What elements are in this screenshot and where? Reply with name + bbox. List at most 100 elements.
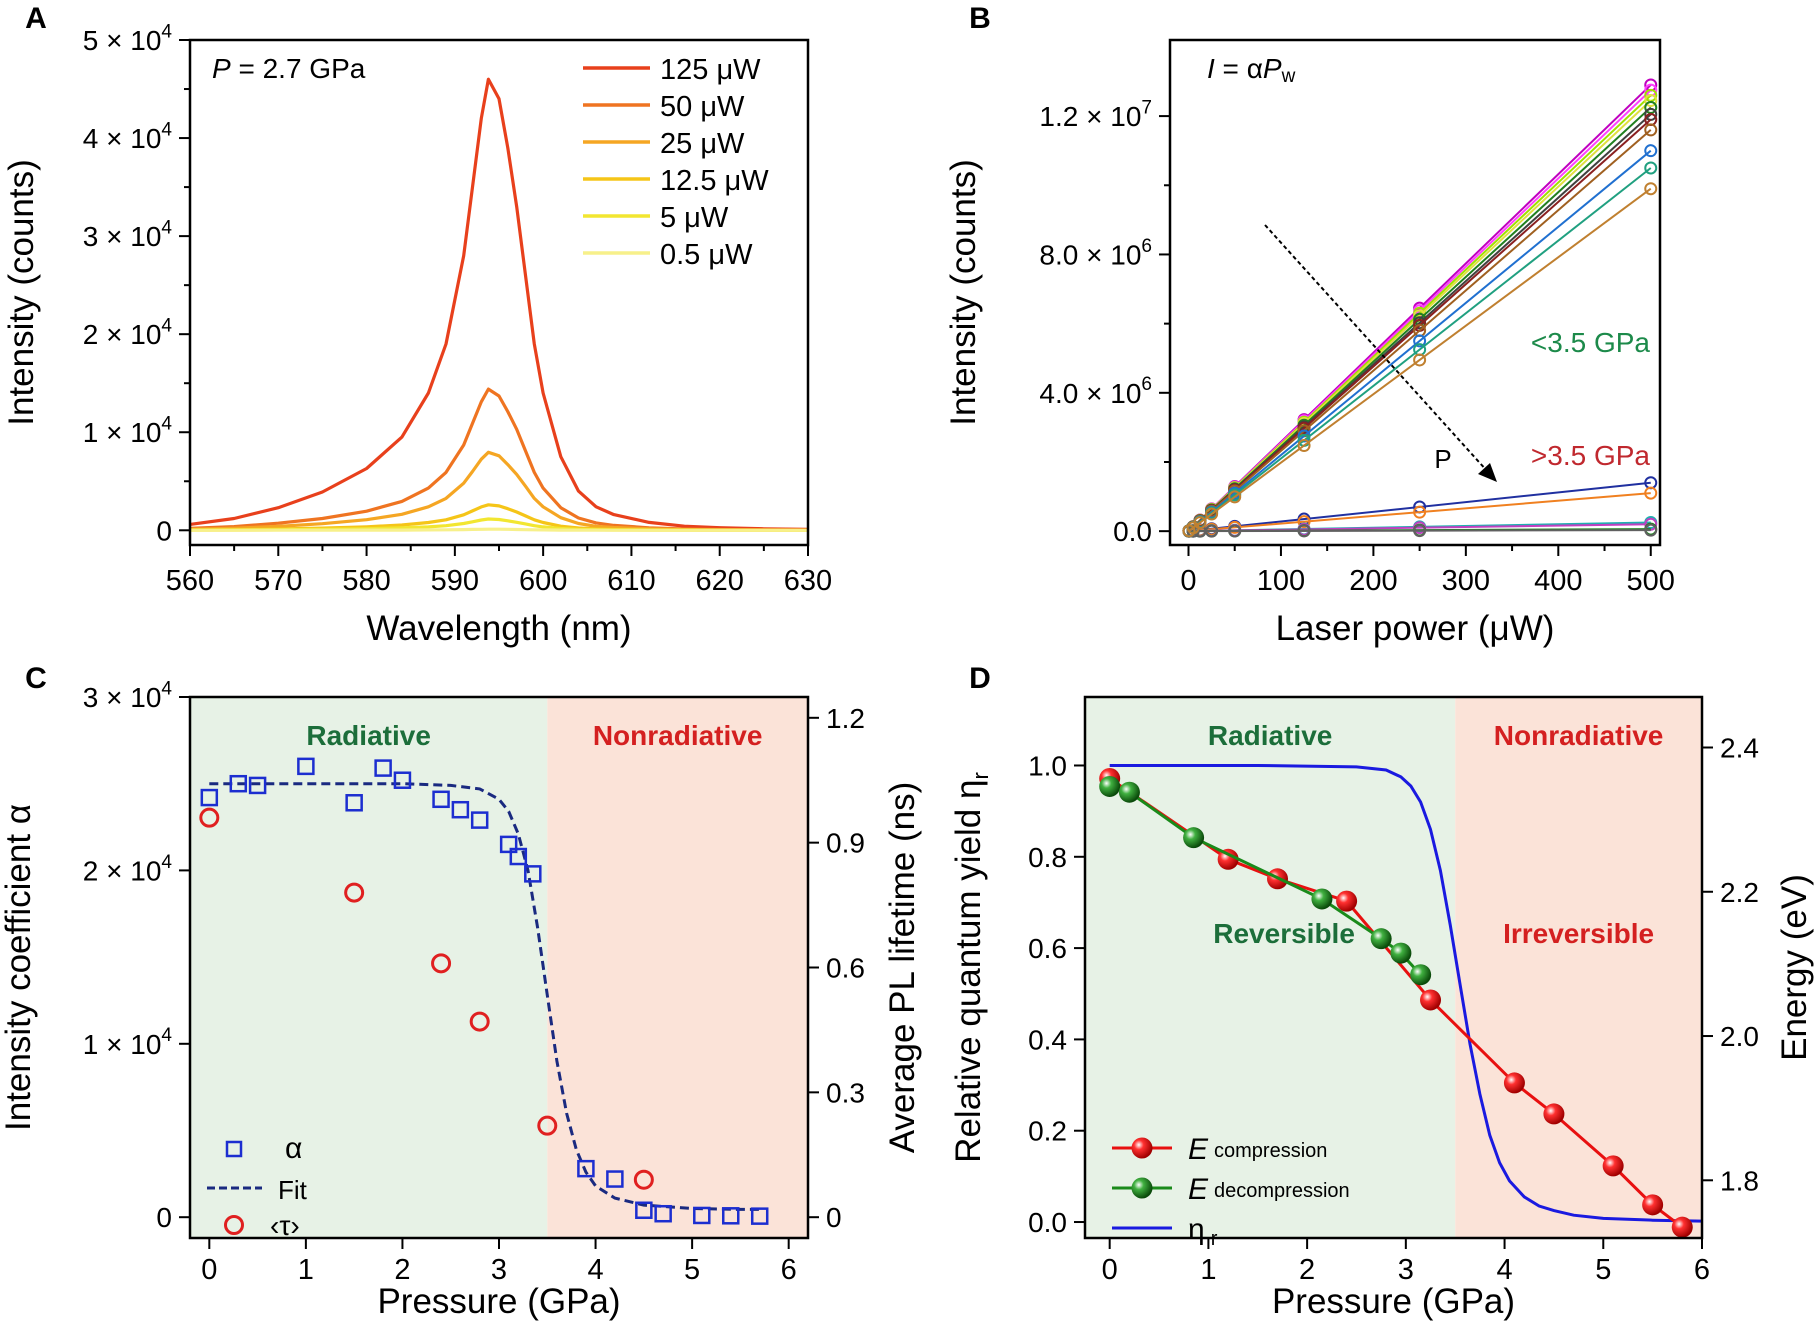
y-tick-label: 0.0 (1028, 1207, 1067, 1238)
x-tick-label: 560 (166, 565, 214, 597)
legend-label: 0.5 μW (660, 239, 753, 271)
low-pressure-fit-line (1187, 149, 1652, 532)
alpha-point (750, 1207, 769, 1225)
alpha-point (722, 1207, 740, 1225)
low-pressure-point (1644, 123, 1658, 137)
x-tick-label: 4 (587, 1254, 603, 1286)
high-pressure-fit-line (1188, 492, 1651, 533)
alpha-point (509, 847, 528, 866)
decompression-point (1118, 781, 1140, 803)
panel-label: C (25, 662, 47, 695)
x-tick-label: 590 (431, 565, 479, 597)
y-right-tick-label: 1.8 (1720, 1165, 1759, 1196)
series-line (189, 387, 809, 532)
series-line (190, 527, 808, 532)
plot-frame (1168, 38, 1662, 547)
alpha-point (374, 759, 392, 777)
panel-d: D Radiative Nonradiative Reversible Irrevers… (949, 662, 1814, 1321)
low-pressure-point (1193, 516, 1207, 530)
y-axis-label: Intensity (counts) (2, 159, 41, 426)
x-tick-label: 2 (1299, 1254, 1315, 1286)
legend-label: 5 μW (660, 202, 729, 234)
alpha-point (693, 1206, 711, 1225)
high-pressure-label: >3.5 GPa (1531, 440, 1651, 471)
decompression-point (1410, 964, 1432, 986)
tau-point (199, 807, 220, 828)
alpha-point (577, 1159, 595, 1178)
legend-marker (1131, 1137, 1153, 1159)
high-pressure-point (1297, 515, 1311, 529)
y-tick-label: 4.0 × 106 (1039, 374, 1152, 409)
high-pressure-point (1228, 524, 1242, 538)
x-tick-label: 4 (1496, 1254, 1512, 1286)
legend-label: 25 μW (660, 128, 745, 160)
decompression-point (1099, 775, 1121, 797)
x-tick-label: 6 (781, 1254, 797, 1286)
y-tick-label: 0 (156, 515, 172, 546)
radiative-region (190, 697, 548, 1238)
compression-point (1671, 1216, 1693, 1238)
low-pressure-label: <3.5 GPa (1531, 327, 1651, 358)
y-axis-label: Intensity coefficient α (0, 804, 38, 1131)
panel-b: B 0 100 200 300 400 500 0.0 4.0 × 106 8.0 × 106 1.… (944, 2, 1675, 648)
compression-point (1420, 989, 1442, 1011)
low-pressure-point (1644, 144, 1658, 158)
alpha-point (606, 1170, 624, 1188)
y-tick-label: 1 × 104 (83, 1025, 173, 1060)
annotation: I = αPw (1207, 53, 1296, 87)
tau-point (633, 1169, 654, 1190)
decompression-point (1183, 827, 1205, 849)
y-tick-label: 8.0 × 106 (1039, 236, 1152, 271)
compression-point (1336, 890, 1358, 912)
x-tick-label: 630 (784, 565, 832, 597)
legend-label: 12.5 μW (660, 165, 769, 197)
low-pressure-point (1413, 334, 1427, 348)
tau-point (431, 953, 452, 974)
y-right-axis-label: Energy (eV) (1775, 874, 1814, 1061)
x-tick-label: 200 (1349, 565, 1397, 597)
y-tick-label: 1.0 (1028, 750, 1067, 781)
panel-label: D (969, 662, 991, 695)
x-tick-label: 300 (1442, 565, 1490, 597)
x-tick-label: 0 (201, 1254, 217, 1286)
x-axis-label: Pressure (GPa) (1272, 1282, 1515, 1321)
legend-marker (1131, 1177, 1153, 1199)
x-tick-label: 5 (1595, 1254, 1611, 1286)
x-tick-label: 600 (519, 565, 567, 597)
panel-label: B (969, 2, 991, 35)
low-pressure-point (1297, 439, 1311, 453)
high-pressure-point (1644, 523, 1658, 537)
high-pressure-point (1413, 524, 1427, 538)
x-axis-label: Pressure (GPa) (377, 1282, 620, 1321)
y-right-tick-label: 2.2 (1720, 877, 1759, 908)
tau-point (537, 1115, 558, 1136)
y-tick-label: 3 × 104 (83, 678, 173, 713)
y-tick-label: 4 × 104 (83, 119, 173, 154)
tau-point (344, 882, 365, 903)
alpha-point (451, 800, 470, 819)
compression-point (1642, 1194, 1664, 1216)
alpha-point (345, 794, 363, 812)
alpha-point (635, 1201, 653, 1220)
region-label-nonradiative: Nonradiative (593, 720, 763, 751)
high-pressure-point (1644, 486, 1658, 500)
compression-point (1503, 1072, 1525, 1094)
y-right-tick-label: 0 (826, 1202, 842, 1233)
y-tick-label: 2 × 104 (83, 316, 173, 351)
compression-point (1602, 1155, 1624, 1177)
y-tick-label: 0.8 (1028, 842, 1067, 873)
compression-line (1108, 777, 1684, 1229)
alpha-point (229, 774, 248, 793)
x-tick-label: 1 (1200, 1254, 1216, 1286)
y-tick-label: 0.0 (1113, 516, 1152, 547)
alpha-point (297, 757, 315, 776)
y-tick-label: 0.6 (1028, 933, 1067, 964)
fit-line (209, 782, 760, 1211)
y-tick-label: 3 × 104 (83, 218, 173, 253)
low-pressure-point (1644, 100, 1658, 114)
y-right-tick-label: 0.6 (826, 953, 865, 984)
low-pressure-fit-line (1187, 129, 1652, 532)
